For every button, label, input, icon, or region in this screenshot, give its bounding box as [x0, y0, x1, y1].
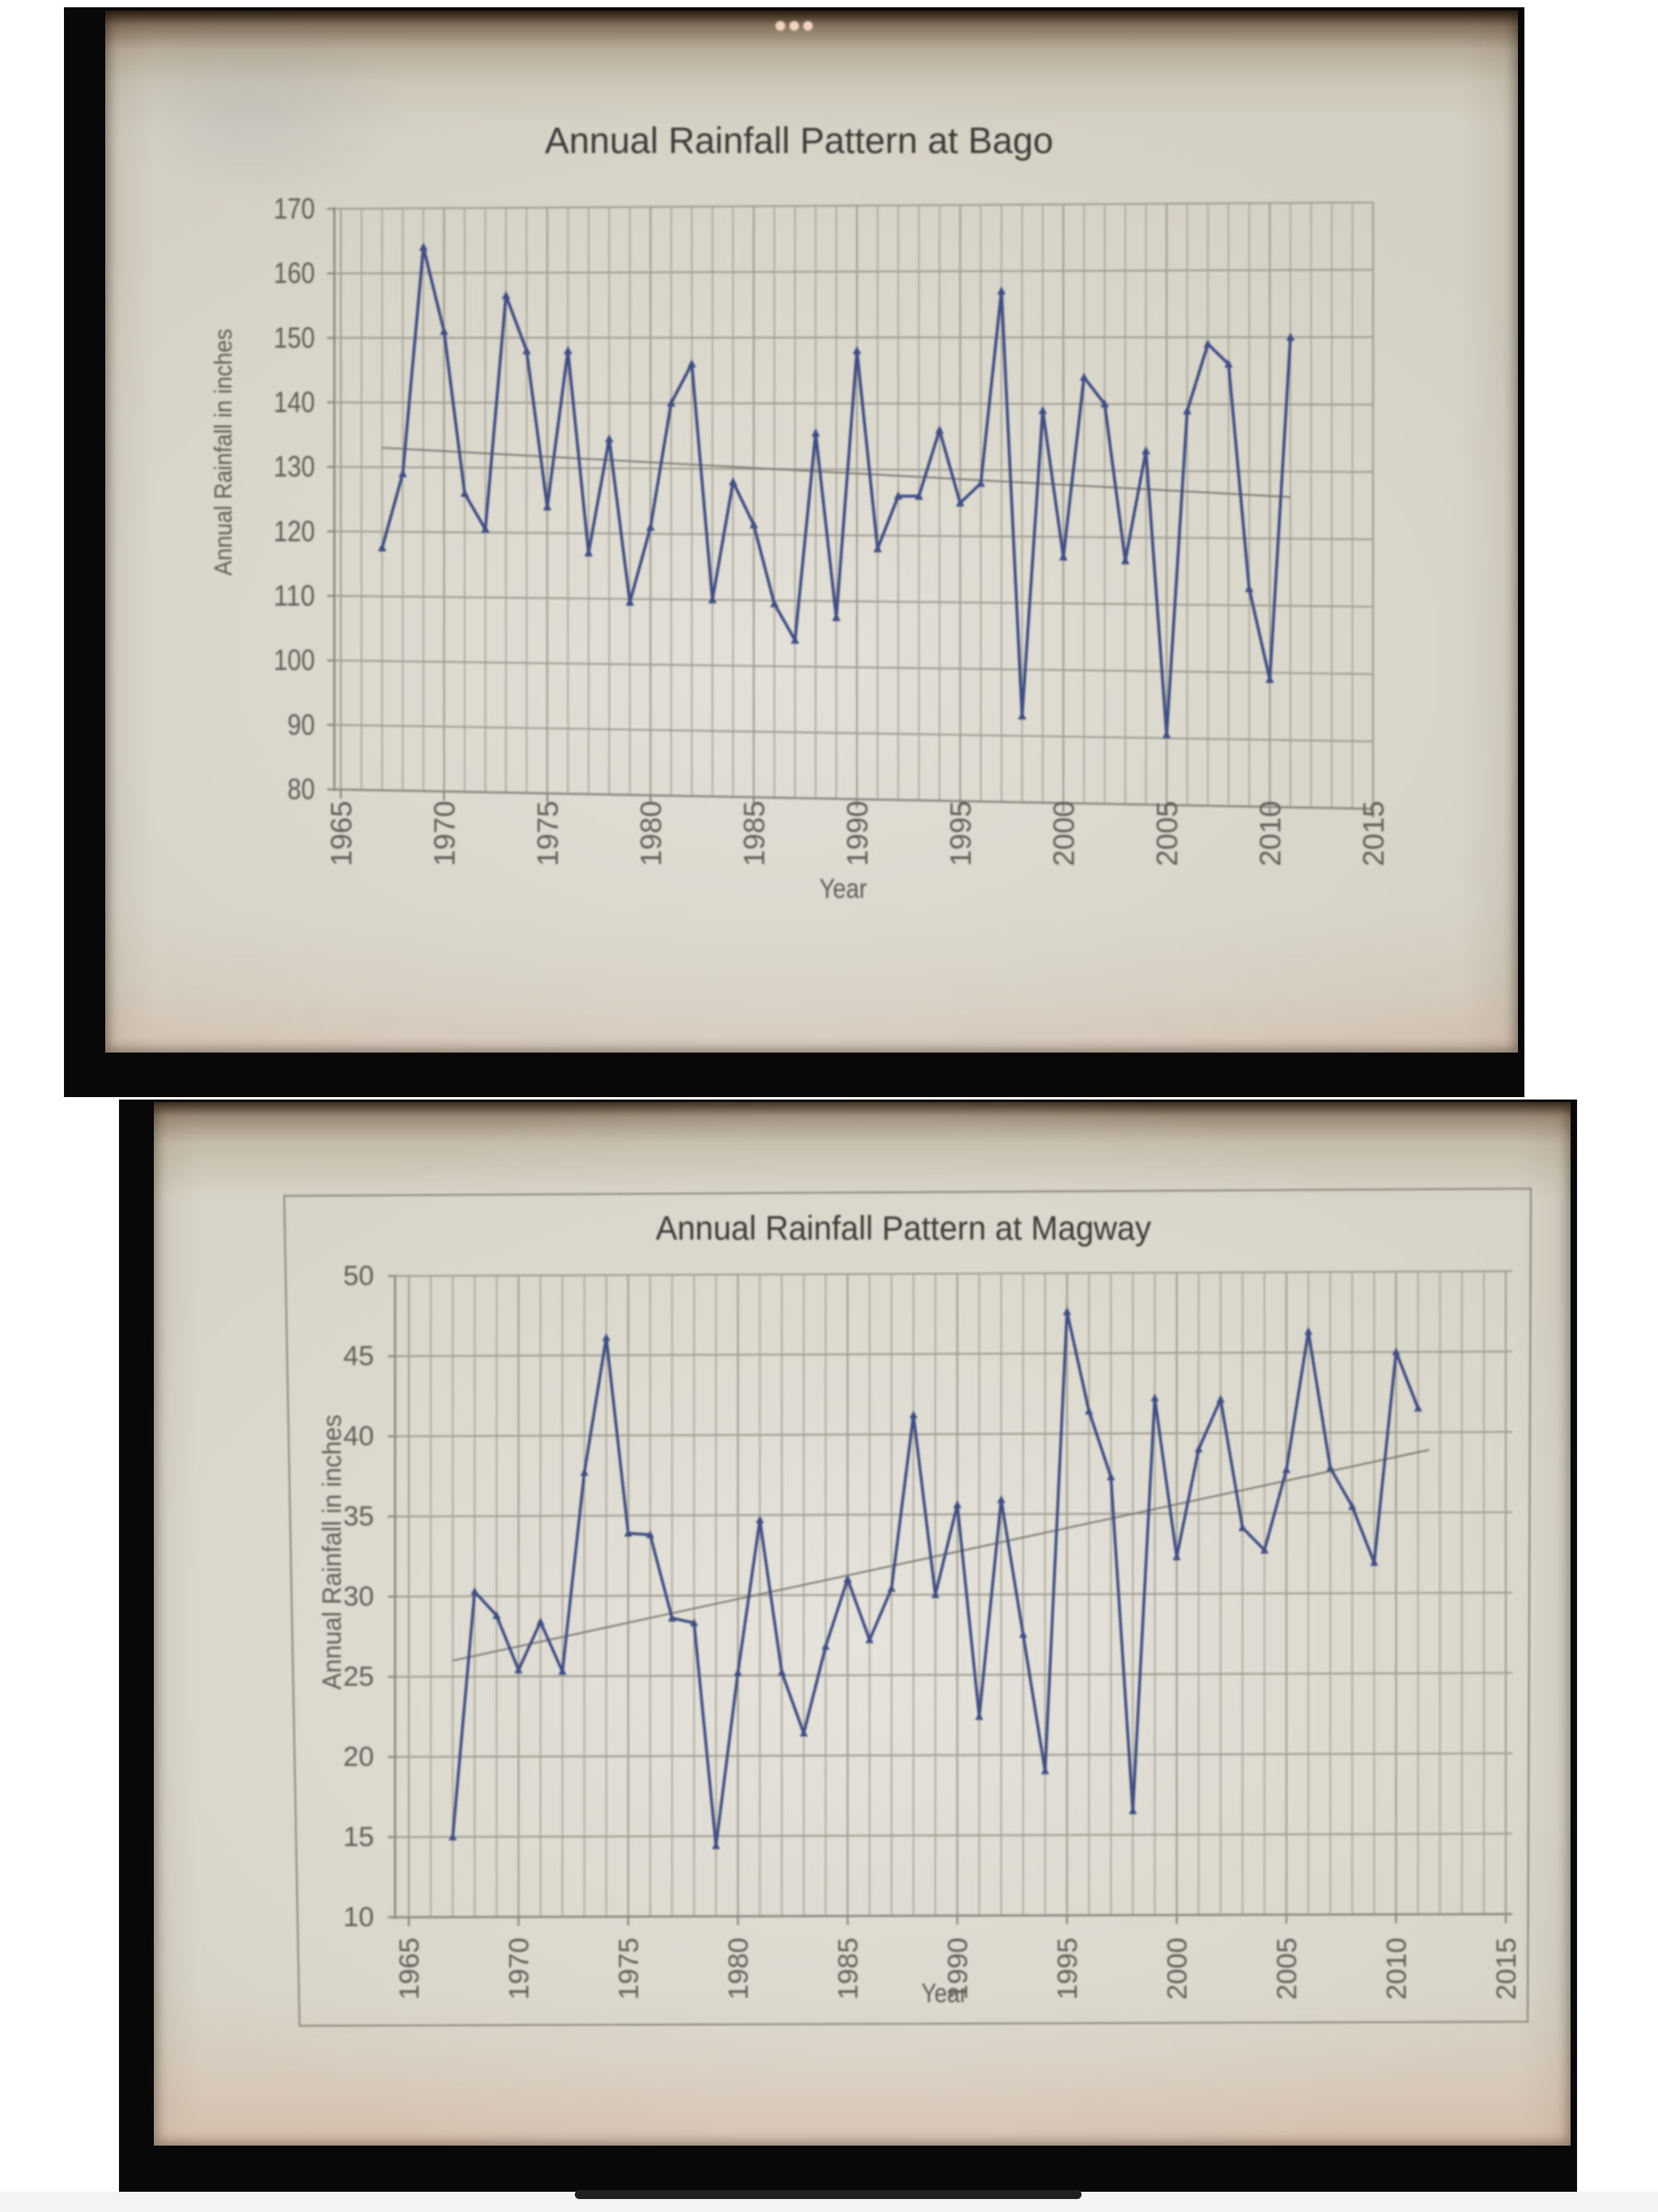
svg-text:2000: 2000	[1048, 801, 1081, 866]
svg-text:Year: Year	[921, 1978, 967, 2008]
svg-text:Annual Rainfall Pattern at Bag: Annual Rainfall Pattern at Bago	[545, 120, 1053, 161]
svg-text:45: 45	[343, 1341, 374, 1372]
svg-text:30: 30	[343, 1581, 374, 1612]
svg-text:2015: 2015	[1491, 1938, 1522, 2000]
svg-text:1995: 1995	[1052, 1938, 1083, 2000]
svg-text:1995: 1995	[944, 801, 977, 866]
svg-text:Annual Rainfall in inches: Annual Rainfall in inches	[317, 1414, 346, 1690]
svg-text:1965: 1965	[394, 1938, 425, 2000]
svg-text:1970: 1970	[504, 1938, 535, 2000]
svg-text:90: 90	[287, 708, 315, 741]
svg-text:1965: 1965	[325, 801, 358, 866]
svg-text:10: 10	[343, 1902, 374, 1933]
svg-text:140: 140	[274, 385, 315, 419]
svg-text:2010: 2010	[1254, 801, 1287, 866]
svg-text:130: 130	[274, 450, 315, 483]
svg-text:2005: 2005	[1150, 801, 1184, 866]
svg-text:Annual Rainfall Pattern at Mag: Annual Rainfall Pattern at Magway	[656, 1209, 1151, 1247]
svg-text:80: 80	[287, 772, 315, 806]
svg-text:50: 50	[343, 1261, 374, 1291]
svg-text:1975: 1975	[531, 801, 564, 866]
svg-text:35: 35	[343, 1501, 374, 1532]
svg-text:160: 160	[274, 257, 315, 290]
svg-text:25: 25	[343, 1661, 374, 1692]
svg-text:1980: 1980	[724, 1938, 755, 2000]
svg-text:150: 150	[274, 321, 315, 354]
svg-text:40: 40	[343, 1421, 374, 1452]
svg-text:1985: 1985	[833, 1938, 864, 2000]
svg-text:110: 110	[274, 579, 315, 612]
svg-text:2000: 2000	[1163, 1938, 1193, 2000]
svg-text:20: 20	[343, 1742, 374, 1772]
svg-text:1990: 1990	[943, 1938, 974, 2000]
svg-text:15: 15	[343, 1822, 374, 1853]
svg-text:Year: Year	[819, 874, 867, 904]
svg-text:1980: 1980	[635, 801, 668, 866]
svg-text:100: 100	[274, 644, 315, 677]
svg-text:120: 120	[274, 514, 315, 547]
svg-text:2005: 2005	[1272, 1938, 1303, 2000]
svg-text:1970: 1970	[428, 801, 461, 866]
svg-text:2010: 2010	[1382, 1938, 1413, 2000]
svg-text:1985: 1985	[738, 801, 771, 866]
svg-text:Annual Rainfall in inches: Annual Rainfall in inches	[209, 329, 237, 576]
svg-text:1990: 1990	[841, 801, 874, 866]
svg-text:1975: 1975	[614, 1938, 644, 2000]
svg-text:2015: 2015	[1357, 801, 1390, 866]
svg-text:170: 170	[274, 192, 315, 225]
